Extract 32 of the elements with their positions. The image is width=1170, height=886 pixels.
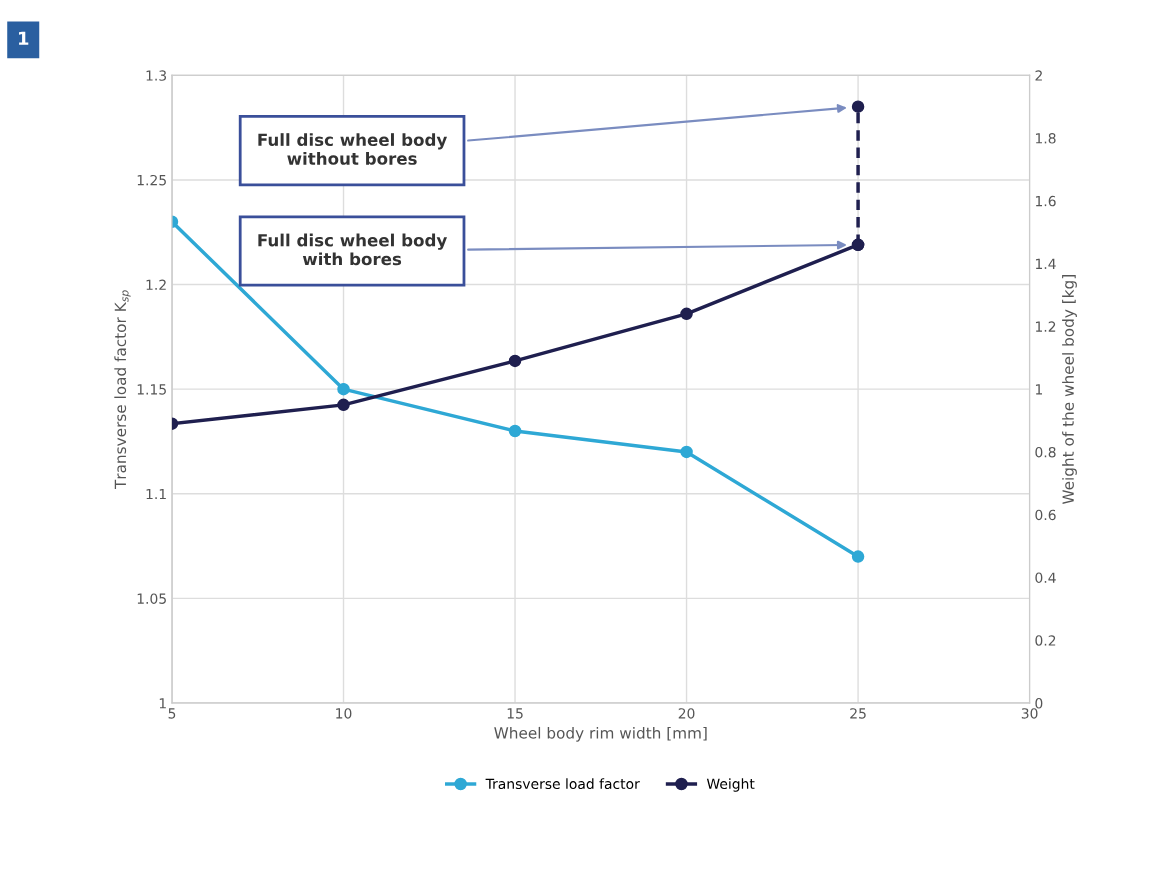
x-tick-label: 10 xyxy=(336,708,352,719)
y2-tick-label: 0.4 xyxy=(1035,572,1056,583)
y-tick-label: 1.3 xyxy=(146,70,167,81)
annotation: Full disc wheel body without bores xyxy=(258,133,448,165)
x-tick-label: 25 xyxy=(850,708,866,719)
x-tick-label: 20 xyxy=(678,708,695,719)
y2-tick-label: 0.2 xyxy=(1035,635,1056,646)
y-tick-label: 1.05 xyxy=(137,593,166,604)
x-tick-label: 30 xyxy=(1021,708,1038,719)
y2-tick-label: 0 xyxy=(1035,698,1043,709)
legend-label: Weight xyxy=(706,778,755,792)
x-tick-label: 15 xyxy=(507,708,523,719)
y2-tick-label: 1.8 xyxy=(1035,133,1056,144)
annotation: Full disc wheel body with bores xyxy=(258,233,448,266)
y2-tick-label: 1.2 xyxy=(1035,321,1056,332)
y-tick-label: 1.25 xyxy=(137,174,166,186)
x-tick-label: 5 xyxy=(168,708,176,719)
y2-tick-label: 2 xyxy=(1035,70,1042,81)
y2-axis-title: Weight of the wheel body [kg] xyxy=(1062,275,1077,505)
text: 1 xyxy=(19,31,29,45)
y2-tick-label: 1.6 xyxy=(1035,195,1056,207)
y2-tick-label: 0.6 xyxy=(1035,509,1056,521)
y-tick-label: 1.15 xyxy=(137,384,166,395)
y-tick-label: 1 xyxy=(159,698,166,709)
x-axis-title: Wheel body rim width [mm] xyxy=(494,726,707,742)
y2-tick-label: 1 xyxy=(1035,384,1043,395)
legend-label: Transverse load factor xyxy=(485,778,640,790)
y-tick-label: 1.2 xyxy=(146,279,166,290)
y2-tick-label: 1.4 xyxy=(1035,258,1056,269)
y-axis-title: Transverse load factor K$_{sp}$ xyxy=(114,290,131,490)
y2-tick-label: 0.8 xyxy=(1035,446,1056,458)
y-tick-label: 1.1 xyxy=(146,488,166,500)
